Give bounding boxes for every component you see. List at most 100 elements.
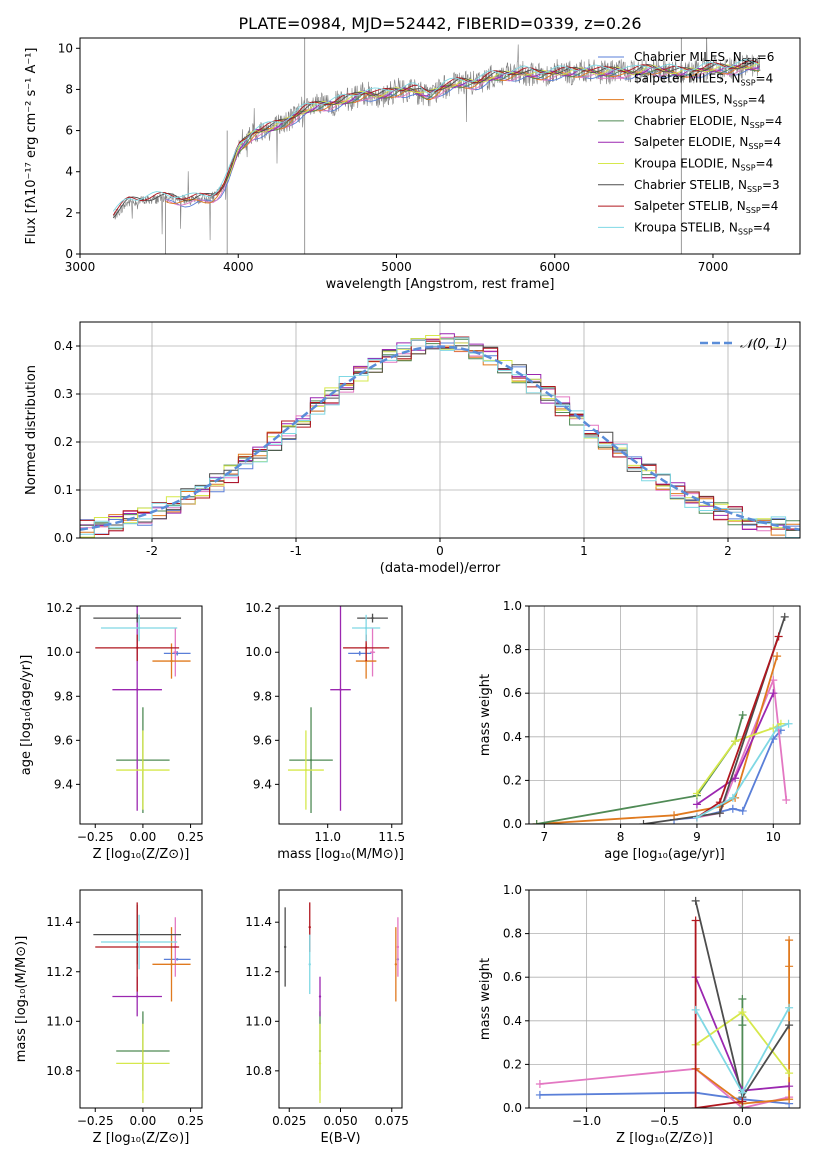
observed-spectrum <box>113 38 761 241</box>
plus-marker <box>691 916 700 925</box>
y-tick-label: 0.4 <box>54 339 73 353</box>
legend-entry: Salpeter STELIB, NSSP=4 <box>634 199 778 215</box>
x-tick-label: 0 <box>436 544 444 558</box>
y-tick-label: 0.6 <box>503 686 522 700</box>
legend-suffix: =4 <box>756 157 774 171</box>
x-axis-label: Z [log₁₀(Z/Z⊙)] <box>616 1131 713 1146</box>
plus-marker <box>738 995 747 1003</box>
data-point <box>141 768 145 772</box>
plus-marker <box>738 1021 747 1030</box>
model-line <box>112 60 759 216</box>
legend-subscript: SSP <box>738 227 753 236</box>
panel-residuals: -2 -1 0 1 2 0.0 0.1 0.2 0.3 0.4 (data-model)/error… <box>24 321 801 576</box>
legend-entry: 𝒩(0, 1) <box>740 337 787 352</box>
residual-histogram <box>80 337 800 538</box>
axes-frame <box>528 889 801 1109</box>
data-point <box>318 1062 322 1065</box>
data-point <box>318 995 322 998</box>
data-point <box>339 688 342 691</box>
data-point <box>135 646 139 650</box>
x-tick-label: 10 <box>766 830 781 844</box>
plus-marker <box>728 793 737 802</box>
data-point <box>135 688 139 691</box>
mass-weight-line <box>696 722 789 819</box>
data-point <box>283 945 287 949</box>
y-tick-label: 11.2 <box>245 965 272 979</box>
y-tick-label: 0.2 <box>503 1057 522 1071</box>
plus-marker <box>731 774 740 783</box>
legend-subscript: SSP <box>747 185 762 194</box>
data-point <box>141 1062 145 1065</box>
figure-title: PLATE=0984, MJD=52442, FIBERID=0339, z=0… <box>238 14 641 33</box>
plot-area <box>80 322 800 538</box>
plus-marker <box>785 1095 794 1104</box>
legend-suffix: =4 <box>756 71 774 85</box>
legend-suffix: =4 <box>763 135 781 149</box>
x-tick-label: 7000 <box>698 260 729 274</box>
mass-weight-line <box>673 729 782 821</box>
y-tick-label: 9.8 <box>54 689 73 703</box>
x-tick-label: -2 <box>146 544 158 558</box>
x-tick-label: 0.25 <box>177 1114 204 1128</box>
y-tick-label: 1.0 <box>503 883 522 897</box>
plus-marker <box>782 796 791 805</box>
plot-area <box>287 606 390 813</box>
data-point <box>358 652 361 655</box>
x-axis-label: E(B-V) <box>320 1131 360 1146</box>
legend-entry: Chabrier MILES, NSSP=6 <box>634 50 774 66</box>
y-tick-label: 0 <box>65 247 73 261</box>
model-line <box>225 62 760 184</box>
plus-marker <box>785 1069 794 1078</box>
axes-frame <box>79 605 203 825</box>
legend-subscript: SSP <box>733 100 748 109</box>
mass-weight-line <box>694 920 743 1108</box>
x-axis-label: age [log₁₀(age/yr)] <box>604 847 725 862</box>
legend-text: Salpeter MILES, N <box>634 71 741 85</box>
y-tick-label: 11.4 <box>245 915 272 929</box>
plot-area <box>93 902 191 1104</box>
plus-marker <box>692 789 701 798</box>
y-tick-label: 1.0 <box>503 599 522 613</box>
plus-marker <box>728 804 737 813</box>
plot-area <box>529 890 800 1108</box>
plot-area <box>112 38 761 254</box>
data-point <box>137 940 141 944</box>
data-point <box>135 616 139 620</box>
x-tick-label: −0.25 <box>77 830 114 844</box>
y-tick-label: 10.0 <box>46 645 73 659</box>
x-tick-label: −1.0 <box>572 1114 601 1128</box>
legend-text: Kroupa ELODIE, N <box>634 157 741 171</box>
x-tick-label: 0.050 <box>323 1114 357 1128</box>
data-point <box>371 616 374 620</box>
axes-frame <box>528 605 801 825</box>
legend-suffix: =6 <box>757 50 775 64</box>
axes-frame <box>278 605 403 825</box>
legend-entry: Chabrier STELIB, NSSP=3 <box>634 178 780 194</box>
legend-suffix: =4 <box>753 220 771 234</box>
plus-marker <box>691 1005 700 1014</box>
plus-marker <box>738 1097 747 1106</box>
y-tick-label: 0.8 <box>503 927 522 941</box>
y-tick-label: 11.4 <box>46 915 73 929</box>
x-tick-label: 8 <box>617 830 625 844</box>
plus-marker <box>738 806 747 815</box>
x-tick-label: −0.5 <box>650 1114 679 1128</box>
y-axis-label: mass weight <box>478 674 493 756</box>
panel-mass-vs-Z: −0.25 0.00 0.25 10.8 11.0 11.2 11.4 Z [log₁₀(Z/… <box>14 889 204 1146</box>
plus-marker <box>785 962 794 971</box>
legend-subscript: SSP <box>746 206 761 215</box>
data-point <box>308 925 311 929</box>
plus-marker <box>535 1080 544 1089</box>
x-axis-label: wavelength [Angstrom, rest frame] <box>326 277 555 292</box>
plus-marker <box>670 811 679 820</box>
plus-marker <box>692 813 701 822</box>
plus-marker <box>784 719 793 728</box>
y-axis-label: age [log₁₀(age/yr)] <box>19 655 34 776</box>
y-tick-label: 10.0 <box>245 645 272 659</box>
plus-marker <box>639 820 648 824</box>
y-tick-label: 0.8 <box>503 643 522 657</box>
x-tick-label: 0.025 <box>272 1114 306 1128</box>
y-tick-label: 0.1 <box>54 483 73 497</box>
x-tick-label: 1 <box>580 544 588 558</box>
